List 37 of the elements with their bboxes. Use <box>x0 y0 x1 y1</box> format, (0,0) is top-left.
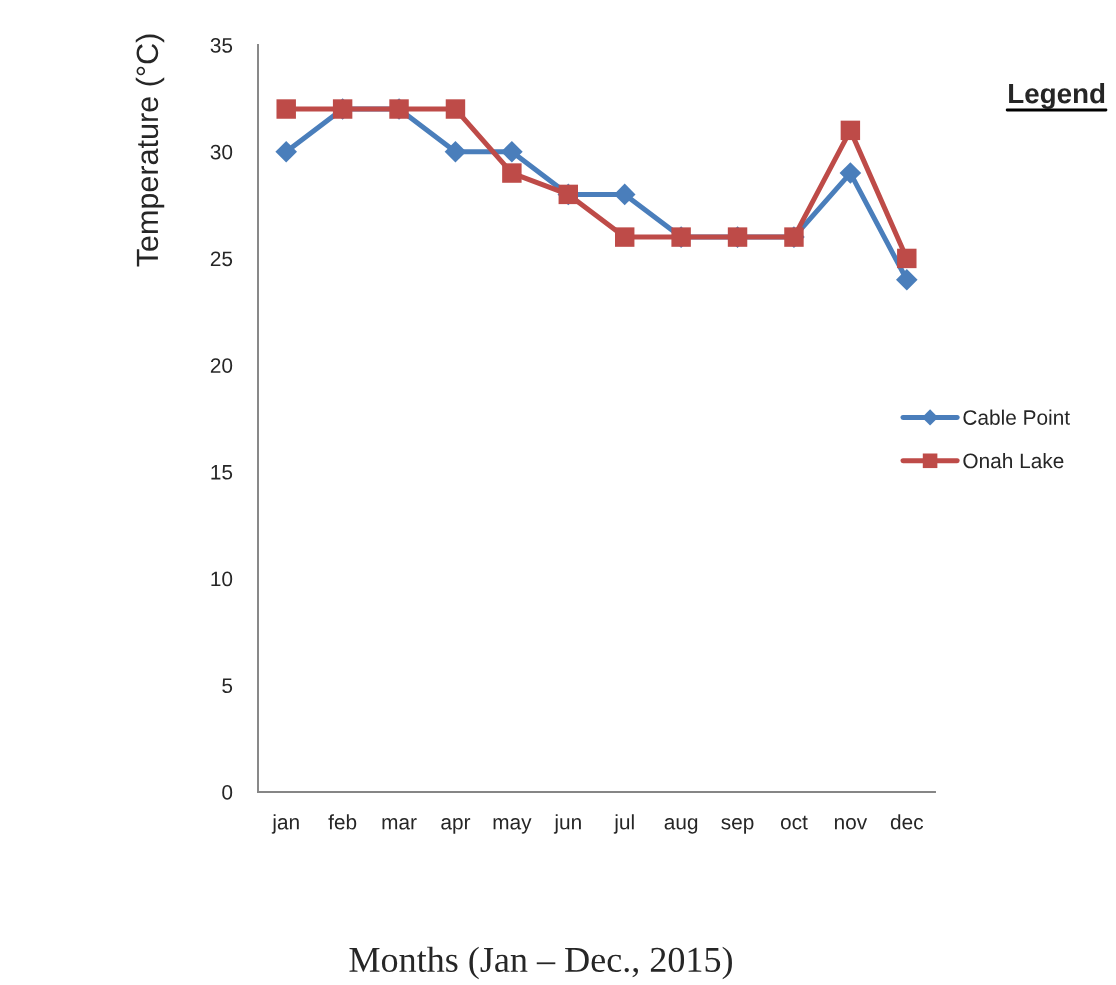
y-tick-label: 0 <box>222 785 233 800</box>
point <box>445 99 466 119</box>
y-tick-label: 35 <box>210 38 233 53</box>
x-tick-label: sep <box>721 818 754 834</box>
y-axis-title: Temperature (°C) <box>135 34 165 267</box>
point <box>501 140 523 163</box>
x-tick-label: dec <box>890 814 924 830</box>
legend-title: Legend <box>1009 82 1105 110</box>
x-tick-label: apr <box>441 818 471 834</box>
x-tick-label: jul <box>613 814 634 834</box>
x-tick-label: oct <box>780 815 808 830</box>
y-tick-label: 20 <box>210 358 233 373</box>
x-tick-label: mar <box>382 818 417 830</box>
point <box>502 163 522 183</box>
point <box>897 248 917 269</box>
x-tick-label: aug <box>664 818 698 834</box>
y-tick-label: 5 <box>222 678 233 694</box>
y-tick-label: 25 <box>210 251 233 267</box>
x-tick-label: jan <box>271 814 299 834</box>
point <box>839 162 862 184</box>
x-tick-label: feb <box>328 814 357 830</box>
point <box>275 140 298 163</box>
x-tick-label: may <box>493 818 532 834</box>
point <box>444 140 467 163</box>
x-tick-label: jun <box>553 814 581 834</box>
y-tick-label: 15 <box>211 465 233 480</box>
point <box>614 227 635 247</box>
point <box>895 268 918 291</box>
point <box>840 120 861 141</box>
x-tick-label: nov <box>834 818 868 830</box>
point <box>613 183 636 206</box>
y-tick-label: 30 <box>210 144 233 160</box>
y-tick-label: 10 <box>211 571 233 587</box>
legend-label: Cable Point <box>963 409 1070 425</box>
x-axis-title: Months (Jan – Dec., 2015) <box>349 946 732 980</box>
point <box>276 99 296 119</box>
legend-label: Onah Lake <box>963 452 1064 469</box>
